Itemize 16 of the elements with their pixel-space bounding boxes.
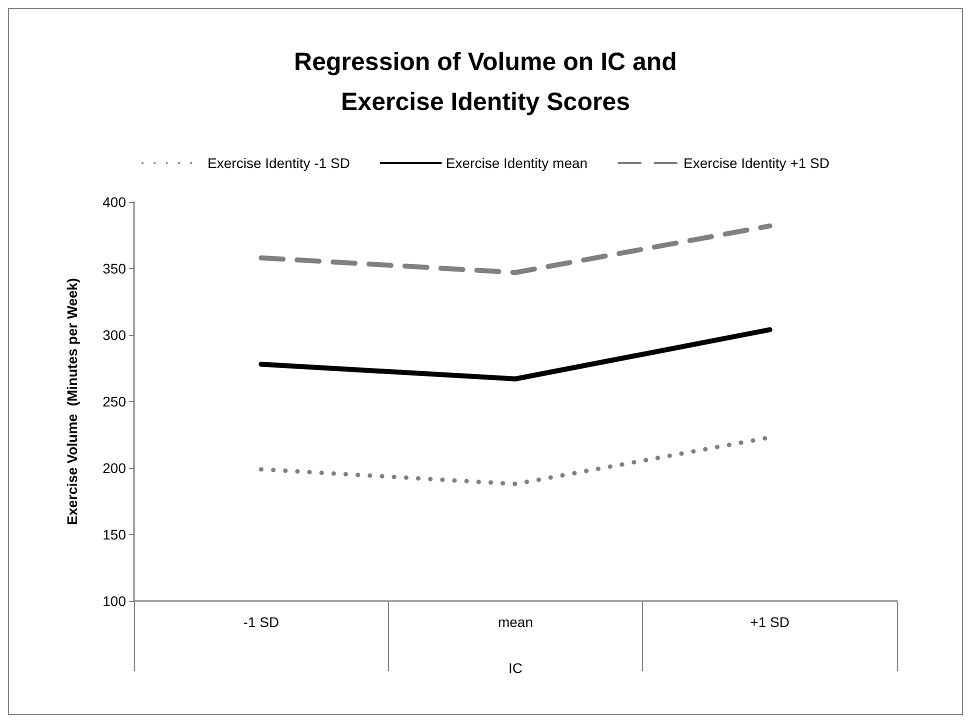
y-tick-label: 250 [102,394,126,410]
legend-label: Exercise Identity -1 SD [208,155,350,171]
y-tick-label: 350 [102,260,126,276]
chart-title: Regression of Volume on IC and Exercise Identity Scores [294,48,677,116]
y-tick-label: 400 [102,194,126,210]
legend-label: Exercise Identity mean [446,155,588,171]
x-tick-label: mean [498,614,534,630]
y-tick-label: 300 [102,327,126,343]
x-axis-title: IC [508,660,522,676]
x-tick-label: +1 SD [750,614,790,630]
y-axis-title: Exercise Volume (Minutes per Week) [64,278,80,525]
x-tick-label: -1 SD [243,614,280,630]
legend-label: Exercise Identity +1 SD [684,155,830,171]
y-tick-label: 100 [102,593,126,609]
y-tick-label: 200 [102,460,126,476]
y-tick-label: 150 [102,526,126,542]
